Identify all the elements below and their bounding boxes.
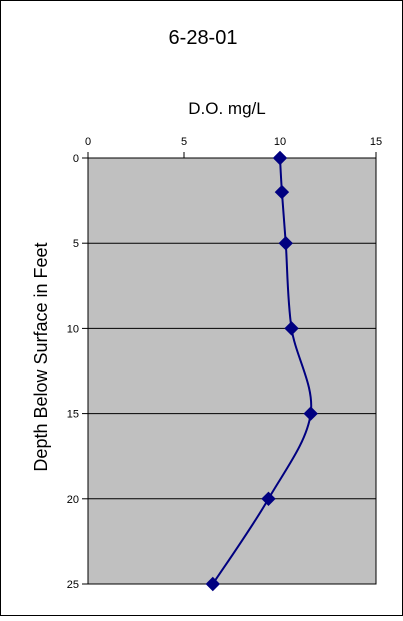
gridlines — [88, 242, 376, 500]
y-axis: 0 5 10 15 20 25 — [67, 153, 88, 591]
y-axis-title: Depth Below Surface in Feet — [31, 242, 51, 471]
data-point-depth-20 — [261, 491, 276, 507]
x-axis-title: D.O. mg/L — [188, 99, 265, 118]
data-point-depth-2 — [274, 184, 290, 200]
data-point-depth-10 — [284, 321, 299, 336]
data-point-depth-25 — [205, 576, 221, 592]
chart-title: 6-28-01 — [169, 27, 238, 49]
y-tick-label-10: 10 — [67, 323, 79, 335]
data-point-depth-5 — [278, 235, 293, 251]
plot-area — [87, 157, 377, 585]
x-tick-label-15: 15 — [370, 136, 382, 148]
x-tick-label-5: 5 — [181, 136, 187, 148]
y-tick-label-0: 0 — [73, 153, 79, 165]
y-tick-label-25: 25 — [67, 579, 79, 591]
y-tick-label-15: 15 — [67, 409, 79, 421]
data-point-depth-15 — [303, 406, 318, 421]
series-layer — [205, 150, 318, 592]
y-tick-label-20: 20 — [67, 494, 79, 506]
x-tick-label-10: 10 — [274, 136, 286, 148]
y-tick-label-5: 5 — [73, 238, 79, 250]
x-tick-label-0: 0 — [85, 136, 91, 148]
data-point-depth-0 — [272, 150, 288, 166]
